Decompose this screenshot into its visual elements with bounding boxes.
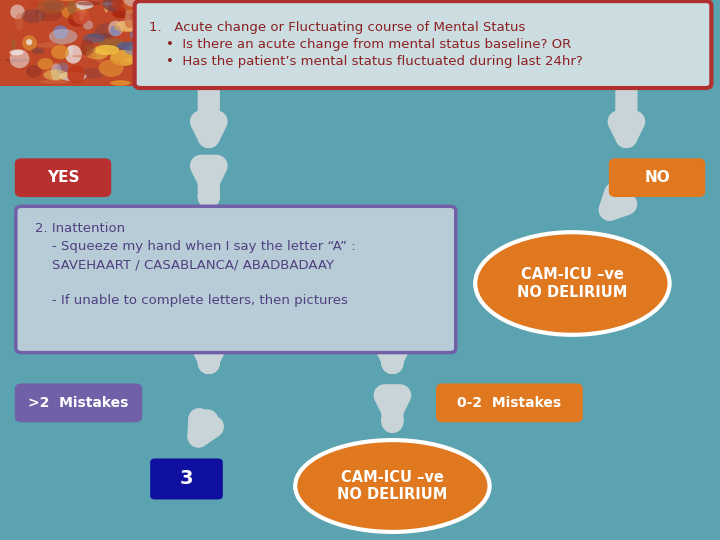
Ellipse shape xyxy=(67,45,73,55)
Ellipse shape xyxy=(130,31,135,39)
Ellipse shape xyxy=(126,8,130,23)
Ellipse shape xyxy=(63,6,70,14)
Ellipse shape xyxy=(65,45,82,64)
FancyBboxPatch shape xyxy=(16,384,141,421)
Ellipse shape xyxy=(84,33,105,43)
Ellipse shape xyxy=(127,46,146,50)
Ellipse shape xyxy=(99,59,123,77)
Ellipse shape xyxy=(32,48,45,54)
Ellipse shape xyxy=(94,45,120,55)
Ellipse shape xyxy=(37,58,53,70)
Ellipse shape xyxy=(72,55,95,58)
Ellipse shape xyxy=(55,0,79,1)
FancyBboxPatch shape xyxy=(135,1,711,88)
Ellipse shape xyxy=(73,0,80,8)
Ellipse shape xyxy=(112,8,132,18)
Text: 3: 3 xyxy=(180,469,193,489)
FancyBboxPatch shape xyxy=(151,460,222,498)
Text: 0-2  Mistakes: 0-2 Mistakes xyxy=(457,396,562,410)
Text: CAM-ICU –ve
NO DELIRIUM: CAM-ICU –ve NO DELIRIUM xyxy=(337,470,448,502)
FancyBboxPatch shape xyxy=(16,206,456,353)
Ellipse shape xyxy=(103,0,122,11)
Ellipse shape xyxy=(40,80,68,84)
Ellipse shape xyxy=(121,0,140,3)
Text: NO: NO xyxy=(644,170,670,185)
Ellipse shape xyxy=(67,65,85,83)
Ellipse shape xyxy=(22,35,37,51)
Ellipse shape xyxy=(9,50,24,55)
Ellipse shape xyxy=(59,72,86,81)
Ellipse shape xyxy=(107,41,127,52)
Ellipse shape xyxy=(10,5,24,19)
Ellipse shape xyxy=(79,68,106,78)
Ellipse shape xyxy=(117,42,145,50)
Ellipse shape xyxy=(131,50,152,54)
Ellipse shape xyxy=(44,2,63,10)
Ellipse shape xyxy=(26,39,32,45)
Ellipse shape xyxy=(111,0,137,11)
Ellipse shape xyxy=(75,1,94,9)
Ellipse shape xyxy=(83,21,93,30)
Ellipse shape xyxy=(295,440,490,532)
Ellipse shape xyxy=(133,63,151,81)
Text: >2  Mistakes: >2 Mistakes xyxy=(28,396,129,410)
Ellipse shape xyxy=(22,9,45,23)
Text: 1.   Acute change or Fluctuating course of Mental Status
    •  Is there an acut: 1. Acute change or Fluctuating course of… xyxy=(149,21,582,68)
Ellipse shape xyxy=(5,59,29,62)
Ellipse shape xyxy=(51,45,69,59)
Ellipse shape xyxy=(49,29,77,44)
Ellipse shape xyxy=(115,21,144,31)
Ellipse shape xyxy=(81,38,94,56)
Ellipse shape xyxy=(122,0,150,8)
Ellipse shape xyxy=(76,1,102,5)
Ellipse shape xyxy=(26,65,42,78)
Ellipse shape xyxy=(67,1,77,15)
Ellipse shape xyxy=(114,21,142,32)
Ellipse shape xyxy=(50,63,62,80)
Ellipse shape xyxy=(60,47,81,56)
Ellipse shape xyxy=(43,70,68,80)
Ellipse shape xyxy=(37,11,42,22)
Ellipse shape xyxy=(56,35,61,46)
Ellipse shape xyxy=(104,1,109,12)
Ellipse shape xyxy=(110,80,131,86)
Ellipse shape xyxy=(12,39,16,50)
Ellipse shape xyxy=(86,33,112,38)
Ellipse shape xyxy=(99,38,125,48)
Ellipse shape xyxy=(124,44,146,56)
FancyBboxPatch shape xyxy=(0,0,133,86)
Ellipse shape xyxy=(57,63,69,75)
Ellipse shape xyxy=(37,0,66,14)
Ellipse shape xyxy=(129,44,137,51)
Ellipse shape xyxy=(37,42,65,48)
Ellipse shape xyxy=(96,48,104,63)
FancyBboxPatch shape xyxy=(437,384,582,421)
Ellipse shape xyxy=(124,57,146,64)
Ellipse shape xyxy=(94,23,116,41)
Ellipse shape xyxy=(108,21,123,36)
Ellipse shape xyxy=(35,8,62,22)
Ellipse shape xyxy=(27,3,52,7)
Ellipse shape xyxy=(9,49,30,68)
Ellipse shape xyxy=(73,10,89,24)
Ellipse shape xyxy=(79,6,84,22)
Ellipse shape xyxy=(86,45,96,53)
FancyBboxPatch shape xyxy=(610,159,704,196)
Ellipse shape xyxy=(475,232,670,335)
Ellipse shape xyxy=(68,12,86,27)
Text: CAM-ICU –ve
NO DELIRIUM: CAM-ICU –ve NO DELIRIUM xyxy=(517,267,628,300)
Ellipse shape xyxy=(86,48,109,59)
Ellipse shape xyxy=(102,3,117,5)
Ellipse shape xyxy=(125,11,135,28)
Ellipse shape xyxy=(110,50,138,66)
Ellipse shape xyxy=(130,45,137,54)
Ellipse shape xyxy=(110,25,121,36)
Text: 2. Inattention
    - Squeeze my hand when I say the letter “A” :
    SAVEHAART /: 2. Inattention - Squeeze my hand when I … xyxy=(35,222,355,307)
Ellipse shape xyxy=(53,25,68,39)
Ellipse shape xyxy=(61,5,87,19)
Ellipse shape xyxy=(15,14,23,31)
Ellipse shape xyxy=(124,0,138,14)
FancyBboxPatch shape xyxy=(16,159,110,196)
Text: YES: YES xyxy=(47,170,79,185)
